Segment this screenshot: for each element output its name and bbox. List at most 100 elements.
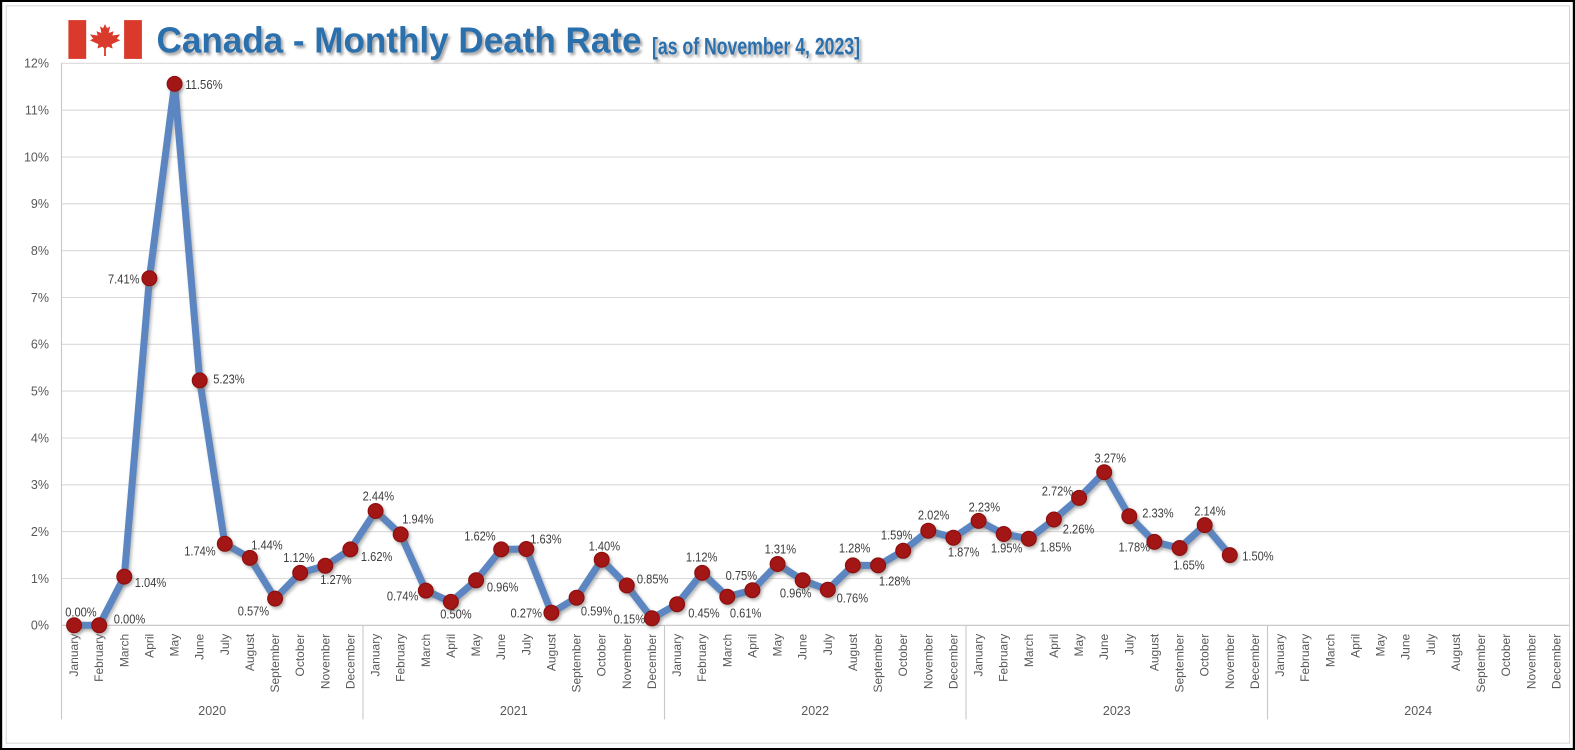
svg-text:7%: 7% [31,291,49,305]
svg-text:1.87%: 1.87% [948,545,980,560]
svg-text:Canada - Monthly Death Rate: Canada - Monthly Death Rate [157,20,642,61]
svg-text:1.62%: 1.62% [464,529,496,544]
svg-text:February: February [695,634,709,682]
svg-text:May: May [469,634,483,657]
svg-text:April: April [1348,634,1362,658]
svg-text:1.63%: 1.63% [530,532,562,547]
svg-text:February: February [997,634,1011,682]
svg-text:February: February [92,634,106,682]
svg-text:0.50%: 0.50% [440,607,472,622]
svg-text:5%: 5% [31,384,49,398]
svg-text:September: September [570,634,584,693]
svg-text:0.75%: 0.75% [726,568,758,583]
svg-text:December: December [1549,634,1563,689]
svg-text:1%: 1% [31,572,49,586]
svg-text:2%: 2% [31,525,49,539]
svg-text:June: June [796,633,810,659]
svg-text:2.26%: 2.26% [1063,521,1095,536]
svg-text:2.44%: 2.44% [363,489,395,504]
svg-text:June: June [1399,633,1413,659]
svg-text:6%: 6% [31,338,49,352]
svg-text:1.12%: 1.12% [686,549,718,564]
svg-text:1.27%: 1.27% [320,572,352,587]
svg-text:July: July [821,634,835,655]
svg-text:September: September [871,634,885,693]
svg-text:June: June [1097,633,1111,659]
svg-text:November: November [620,634,634,689]
svg-text:12%: 12% [24,57,49,71]
svg-text:0.85%: 0.85% [637,571,669,586]
svg-text:July: July [519,634,533,655]
svg-text:2.14%: 2.14% [1194,504,1226,519]
svg-text:3.27%: 3.27% [1095,451,1127,466]
svg-text:December: December [343,634,357,689]
svg-text:September: September [1173,634,1187,693]
svg-text:April: April [1047,634,1061,658]
svg-text:1.28%: 1.28% [879,573,911,588]
svg-text:1.44%: 1.44% [251,538,283,553]
svg-text:1.78%: 1.78% [1119,540,1151,555]
svg-text:January: January [1273,634,1287,677]
svg-text:December: December [1248,634,1262,689]
svg-text:7.41%: 7.41% [108,272,140,287]
svg-text:2.02%: 2.02% [918,508,950,523]
svg-text:2020: 2020 [198,704,226,718]
svg-text:January: January [670,634,684,677]
svg-text:November: November [921,634,935,689]
svg-text:December: December [645,634,659,689]
svg-text:0.96%: 0.96% [487,580,519,595]
svg-text:October: October [293,634,307,677]
svg-text:10%: 10% [24,150,49,164]
svg-text:2.72%: 2.72% [1042,484,1074,499]
svg-text:1.31%: 1.31% [765,541,797,556]
svg-text:September: September [1474,634,1488,693]
svg-text:0%: 0% [31,619,49,633]
svg-text:July: July [1424,634,1438,655]
svg-text:0.59%: 0.59% [581,604,613,619]
svg-text:0.45%: 0.45% [688,606,720,621]
svg-text:February: February [1298,634,1312,682]
svg-text:June: June [193,633,207,659]
svg-text:[as of November 4, 2023]: [as of November 4, 2023] [652,34,860,61]
svg-text:9%: 9% [31,197,49,211]
svg-text:3%: 3% [31,478,49,492]
svg-text:1.95%: 1.95% [991,541,1023,556]
svg-text:August: August [1449,633,1463,671]
svg-text:1.12%: 1.12% [283,550,315,565]
svg-text:March: March [117,634,131,667]
svg-text:1.94%: 1.94% [402,512,434,527]
svg-text:January: January [67,634,81,677]
svg-text:March: March [1323,634,1337,667]
svg-text:August: August [544,633,558,671]
svg-text:1.50%: 1.50% [1242,549,1274,564]
svg-text:2023: 2023 [1103,704,1131,718]
svg-text:April: April [444,634,458,658]
svg-text:May: May [168,634,182,657]
svg-text:November: November [318,634,332,689]
svg-text:0.15%: 0.15% [614,612,646,627]
svg-text:October: October [595,634,609,677]
svg-text:October: October [896,634,910,677]
svg-text:1.65%: 1.65% [1173,558,1205,573]
svg-text:April: April [745,634,759,658]
svg-text:2022: 2022 [801,704,829,718]
svg-text:8%: 8% [31,244,49,258]
svg-text:1.40%: 1.40% [589,539,621,554]
svg-text:March: March [720,634,734,667]
svg-text:January: January [369,634,383,677]
svg-text:July: July [218,634,232,655]
svg-text:August: August [243,633,257,671]
svg-text:August: August [846,633,860,671]
svg-text:1.74%: 1.74% [184,544,216,559]
svg-text:March: March [419,634,433,667]
svg-text:July: July [1122,634,1136,655]
svg-text:0.00%: 0.00% [114,612,146,627]
svg-text:0.27%: 0.27% [511,606,543,621]
svg-text:August: August [1147,633,1161,671]
svg-text:11.56%: 11.56% [185,77,223,92]
svg-text:March: March [1022,634,1036,667]
svg-text:January: January [972,634,986,677]
svg-text:2.23%: 2.23% [969,499,1001,514]
svg-text:2021: 2021 [500,704,528,718]
svg-text:2.33%: 2.33% [1142,505,1174,520]
